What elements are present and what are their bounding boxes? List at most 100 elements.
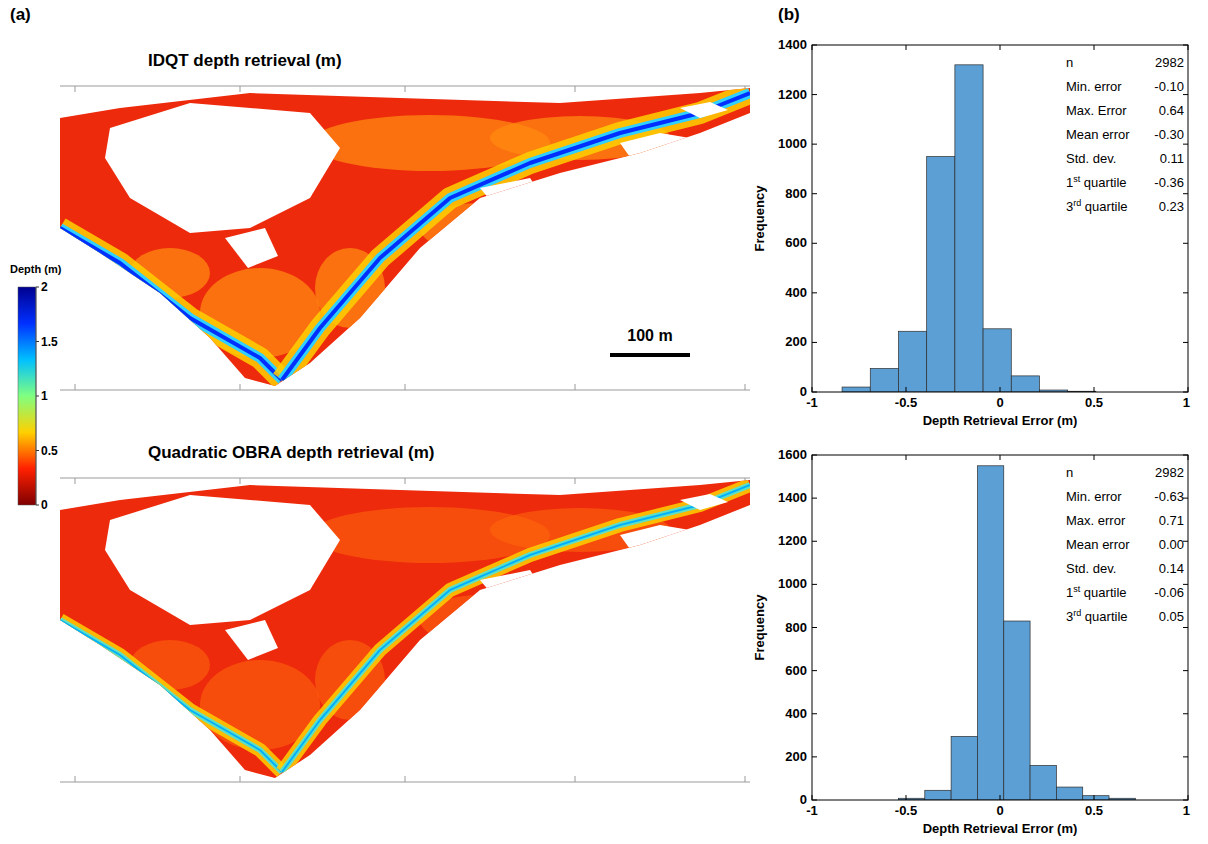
channel — [60, 620, 282, 772]
y-tick — [812, 713, 817, 714]
stat-value: -0.30 — [1154, 127, 1184, 142]
histogram-bar — [983, 329, 1011, 392]
map-panel: Quadratic OBRA depth retrieval (m) — [60, 443, 750, 782]
river — [60, 480, 750, 780]
colorbar-tick-label: 2 — [41, 280, 48, 294]
x-tick — [1000, 795, 1001, 800]
y-tick — [812, 800, 817, 801]
map-frame-tick — [75, 776, 76, 782]
stat-value: 0.64 — [1159, 103, 1184, 118]
plot-frame — [812, 455, 1188, 800]
stat-value: 0.11 — [1160, 151, 1184, 166]
stat-label-part: 1 — [1066, 585, 1073, 600]
y-tick-label: 200 — [785, 749, 807, 764]
map-frame-tick — [405, 384, 406, 390]
y-tick-label: 1600 — [778, 447, 807, 462]
x-tick — [1094, 455, 1095, 460]
y-tick — [812, 498, 817, 499]
stat-label: Max. error — [1066, 513, 1126, 528]
y-tick — [1183, 627, 1188, 628]
stat-value: 0.00 — [1159, 537, 1184, 552]
x-axis-title: Depth Retrieval Error (m) — [923, 821, 1078, 836]
y-tick — [1183, 392, 1188, 393]
histogram-bar — [927, 157, 955, 392]
y-tick — [812, 584, 817, 585]
stat-label: 1st quartile — [1066, 174, 1127, 190]
map-title: IDQT depth retrieval (m) — [148, 51, 342, 70]
colorbar-label: Depth (m) — [10, 263, 62, 275]
y-tick-label: 800 — [785, 186, 807, 201]
island — [620, 133, 690, 160]
x-tick — [812, 45, 813, 50]
y-tick-label: 1000 — [778, 136, 807, 151]
stat-label: Max. Error — [1066, 103, 1127, 118]
channel-margin — [60, 620, 282, 772]
island — [480, 178, 542, 212]
stat-label: Min. error — [1066, 79, 1122, 94]
x-tick — [1188, 795, 1189, 800]
stat-value: 2982 — [1155, 465, 1184, 480]
x-tick — [1188, 387, 1189, 392]
y-tick — [812, 292, 817, 293]
map-frame-tick — [240, 776, 241, 782]
colorbar-tick-label: 0.5 — [41, 444, 58, 458]
island — [105, 103, 340, 233]
stat-label-part: quartile — [1080, 585, 1126, 600]
y-tick — [1183, 455, 1188, 456]
x-tick-label: 0 — [996, 803, 1003, 818]
y-tick-label: 200 — [785, 334, 807, 349]
colorbar-tick — [36, 396, 39, 397]
stat-label: Std. dev. — [1066, 561, 1116, 576]
y-tick — [1183, 756, 1188, 757]
island — [480, 570, 542, 604]
stat-label-part: quartile — [1080, 175, 1126, 190]
channel — [60, 228, 282, 380]
thalweg — [282, 485, 750, 772]
panel-label: (a) — [10, 5, 31, 24]
y-tick — [1183, 45, 1188, 46]
y-tick — [812, 342, 817, 343]
x-tick — [1188, 455, 1189, 460]
histogram-bar — [1004, 621, 1030, 800]
stat-label: Min. error — [1066, 489, 1122, 504]
river-bed — [60, 480, 750, 780]
x-tick — [906, 795, 907, 800]
map-frame-tick — [405, 86, 406, 92]
histogram-bar — [1011, 376, 1039, 392]
colorbar-tick — [36, 450, 39, 451]
stat-value: 0.23 — [1159, 199, 1184, 214]
bars — [898, 466, 1135, 800]
colorbar-tick — [36, 287, 39, 288]
histogram-bar — [1030, 766, 1056, 801]
y-tick — [1183, 800, 1188, 801]
map-frame-tick — [240, 478, 241, 484]
stat-value: -0.06 — [1154, 585, 1184, 600]
y-axis-title: Frequency — [752, 185, 767, 252]
y-tick-label: 400 — [785, 706, 807, 721]
stat-label-part: 1 — [1066, 175, 1073, 190]
map-frame-tick — [745, 384, 746, 390]
island — [620, 525, 690, 552]
stat-label: 3rd quartile — [1066, 608, 1128, 624]
histogram-bar — [1056, 787, 1082, 800]
plot-frame — [812, 45, 1188, 392]
stat-label-part: 3 — [1066, 199, 1073, 214]
stat-label: Std. dev. — [1066, 151, 1116, 166]
map-frame-tick — [575, 384, 576, 390]
stat-label-part: quartile — [1081, 199, 1127, 214]
y-tick — [812, 45, 817, 46]
plot-area — [812, 45, 1188, 392]
y-tick-label: 400 — [785, 285, 807, 300]
map-frame-tick — [240, 86, 241, 92]
x-tick — [906, 45, 907, 50]
y-tick — [812, 193, 817, 194]
island — [225, 228, 278, 268]
thalweg — [60, 620, 282, 772]
island — [100, 484, 150, 500]
map-frame-tick — [75, 86, 76, 92]
colorbar-tick — [36, 505, 39, 506]
colorbar — [18, 287, 36, 505]
y-tick — [1183, 243, 1188, 244]
stat-value: 2982 — [1155, 55, 1184, 70]
histogram-bar — [925, 790, 951, 800]
